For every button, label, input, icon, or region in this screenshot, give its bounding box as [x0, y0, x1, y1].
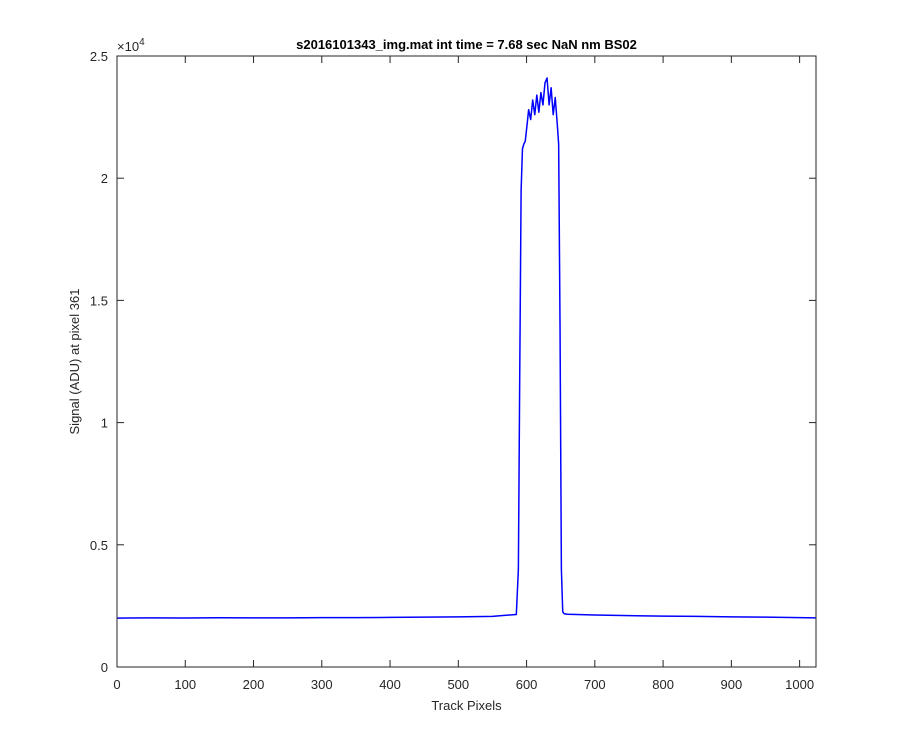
y-axis-multiplier-base: ×10 [117, 39, 139, 54]
tick-layer: 0 100 200 300 400 500 600 700 800 900 1000 0 0.5 1 1.5… [90, 49, 816, 692]
y-tick-label: 2 [101, 171, 108, 186]
plot-area [117, 56, 816, 667]
x-tick-label: 800 [652, 677, 674, 692]
y-tick-label: 1 [101, 416, 108, 431]
series-layer [116, 77, 817, 619]
chart-title: s2016101343_img.mat int time = 7.68 sec … [296, 37, 637, 52]
x-tick-label: 200 [243, 677, 265, 692]
y-axis-multiplier: ×104 [117, 37, 145, 54]
y-tick-label: 2.5 [90, 49, 108, 64]
x-tick-label: 1000 [785, 677, 814, 692]
x-tick-label: 0 [113, 677, 120, 692]
signal-series-line [116, 77, 817, 619]
y-tick-label: 0 [101, 660, 108, 675]
y-tick-label: 1.5 [90, 293, 108, 308]
x-axis-label: Track Pixels [431, 698, 502, 713]
y-axis-multiplier-exponent: 4 [139, 37, 145, 48]
y-tick-label: 0.5 [90, 538, 108, 553]
y-axis-label: Signal (ADU) at pixel 361 [67, 289, 82, 435]
x-tick-label: 300 [311, 677, 333, 692]
x-tick-label: 900 [721, 677, 743, 692]
x-tick-label: 700 [584, 677, 606, 692]
x-tick-label: 600 [516, 677, 538, 692]
axes-box [116, 55, 817, 668]
x-tick-label: 100 [174, 677, 196, 692]
x-tick-label: 500 [447, 677, 469, 692]
x-tick-label: 400 [379, 677, 401, 692]
